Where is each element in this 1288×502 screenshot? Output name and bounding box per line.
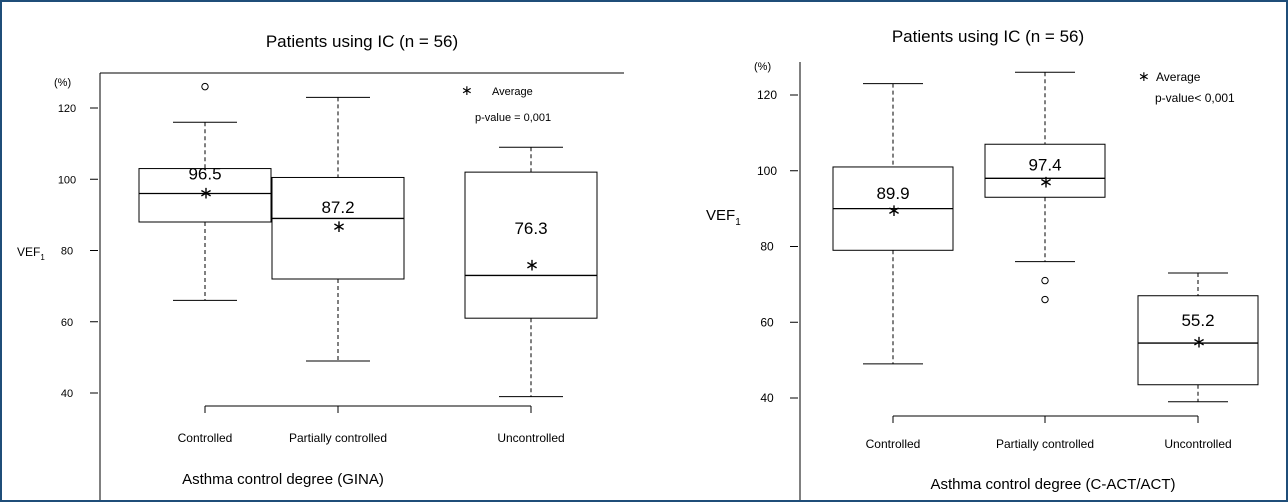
chart-cact-legend-label: Average [1156, 70, 1201, 84]
chart-gina-boxes: ∗96.5∗87.2∗76.3 [138, 82, 598, 398]
mean-marker: ∗ [199, 184, 213, 203]
x-category-label: Controlled [178, 431, 233, 445]
box-2: ∗97.4 [984, 71, 1106, 304]
y-tick-label: 100 [757, 164, 777, 178]
iqr-box [271, 176, 405, 280]
box-1: ∗96.5 [138, 82, 272, 301]
box-3: ∗ 55.2 [1137, 272, 1259, 403]
chart-gina-legend-marker: ∗ [461, 82, 473, 98]
mean-marker: ∗ [1192, 332, 1206, 351]
chart-cact-ylabel: VEF1 [706, 207, 741, 228]
chart-cact-x-axis: Controlled Partially controlled Uncontroll… [866, 415, 1232, 451]
chart-cact-xlabel: Asthma control degree (C-ACT/ACT) [930, 476, 1175, 493]
chart-gina-xlabel: Asthma control degree (GINA) [182, 471, 384, 488]
chart-gina-title: Patients using IC (n = 56) [266, 32, 458, 51]
x-category-label: Uncontrolled [1164, 437, 1231, 451]
y-tick-label: 60 [61, 317, 73, 329]
chart-gina-legend-label: Average [492, 86, 533, 98]
mean-marker: ∗ [525, 256, 539, 275]
mean-marker: ∗ [1039, 173, 1053, 192]
chart-cact: Patients using IC (n = 56) (%) VEF1 40 60… [706, 27, 1259, 500]
mean-marker: ∗ [887, 201, 901, 220]
y-tick-label: 100 [58, 174, 76, 186]
x-category-label: Controlled [866, 437, 921, 451]
chart-cact-pvalue: p-value< 0,001 [1155, 91, 1235, 105]
chart-cact-ylabel-sub: 1 [735, 217, 741, 228]
x-category-label: Partially controlled [996, 437, 1094, 451]
mean-value-label: 55.2 [1181, 311, 1214, 330]
chart-gina-y-axis: 40 60 80 100 120 [58, 103, 98, 400]
iqr-box [1137, 295, 1259, 386]
box-3: ∗ 76.3 [464, 146, 598, 398]
iqr-box [138, 168, 272, 223]
y-tick-label: 80 [61, 246, 73, 258]
iqr-box [464, 171, 598, 319]
y-tick-label: 120 [757, 88, 777, 102]
chart-gina-unit: (%) [54, 77, 71, 89]
mean-value-label: 76.3 [514, 219, 547, 238]
chart-gina-ylabel-sub: 1 [40, 253, 45, 262]
chart-cact-unit: (%) [754, 61, 771, 73]
mean-value-label: 97.4 [1028, 156, 1061, 175]
x-category-label: Partially controlled [289, 431, 387, 445]
chart-gina-ylabel: VEF1 [17, 245, 45, 262]
chart-cact-ylabel-main: VEF [706, 207, 735, 224]
y-tick-label: 120 [58, 103, 76, 115]
chart-cact-y-axis: 40 60 80 100 120 [757, 88, 798, 405]
y-tick-label: 40 [61, 388, 73, 400]
chart-cact-legend-marker: ∗ [1138, 68, 1150, 84]
box-2: ∗87.2 [271, 96, 405, 362]
mean-value-label: 87.2 [321, 198, 354, 217]
y-tick-label: 60 [760, 315, 774, 329]
iqr-box [984, 143, 1106, 198]
box-1: ∗89.9 [832, 83, 954, 365]
outlier-point [1041, 276, 1049, 285]
chart-gina-pvalue: p-value = 0,001 [475, 112, 551, 124]
x-category-label: Uncontrolled [497, 431, 564, 445]
chart-cact-boxes: ∗89.9∗97.4∗55.2 [832, 71, 1259, 403]
mean-value-label: 96.5 [188, 165, 221, 184]
chart-cact-title: Patients using IC (n = 56) [892, 27, 1084, 46]
y-tick-label: 80 [760, 240, 774, 254]
chart-gina-x-axis: Controlled Partially controlled Uncontroll… [178, 405, 565, 445]
mean-value-label: 89.9 [876, 184, 909, 203]
outlier-point [201, 82, 209, 91]
chart-gina-ylabel-main: VEF [17, 245, 40, 259]
y-tick-label: 40 [760, 391, 774, 405]
chart-gina: Patients using IC (n = 56) (%) VEF1 40 60… [17, 32, 624, 500]
outlier-point [1041, 295, 1049, 304]
mean-marker: ∗ [332, 217, 346, 236]
